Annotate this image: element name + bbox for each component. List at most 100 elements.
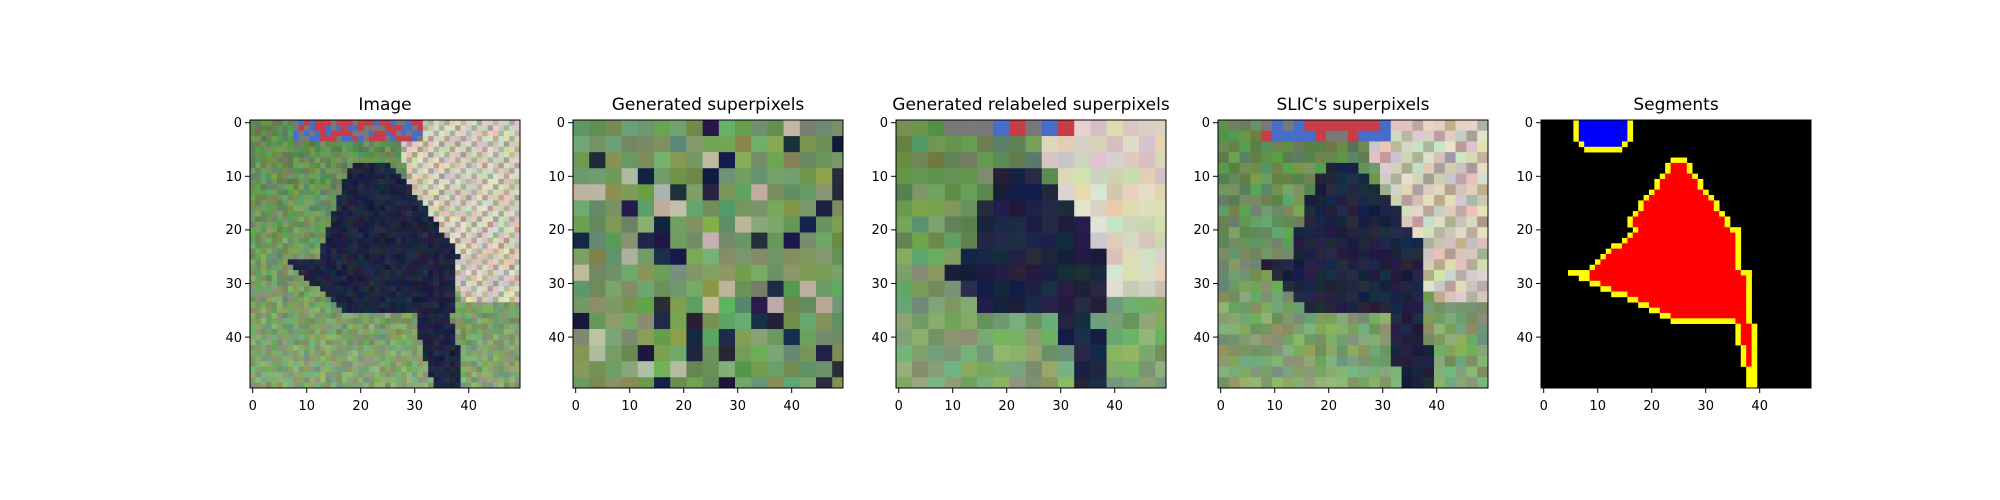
pixel — [740, 237, 747, 244]
pixel — [309, 377, 316, 383]
pixel — [681, 259, 687, 266]
pixel — [654, 254, 660, 260]
pixel — [762, 312, 768, 319]
pixel — [487, 130, 494, 137]
pixel — [583, 173, 590, 180]
pixel — [466, 216, 472, 223]
pixel — [390, 125, 397, 132]
pixel — [282, 162, 289, 169]
pixel — [422, 329, 429, 335]
pixel — [287, 371, 294, 378]
pixel — [460, 361, 467, 367]
pixel — [691, 189, 698, 196]
pixel — [718, 205, 725, 212]
pixel — [439, 264, 445, 271]
pixel — [708, 286, 714, 292]
pixel — [282, 371, 289, 378]
pixel — [503, 200, 510, 207]
pixel — [341, 275, 348, 282]
pixel — [783, 243, 790, 249]
pixel — [605, 227, 612, 233]
pixel — [250, 232, 256, 239]
pixel — [718, 125, 725, 132]
pixel — [449, 286, 456, 292]
pixel — [314, 216, 321, 223]
pixel — [789, 211, 795, 217]
pixel — [385, 334, 391, 341]
pixel — [821, 339, 828, 346]
pixel — [583, 275, 590, 282]
pixel — [643, 366, 649, 373]
pixel — [664, 237, 671, 244]
pixel — [610, 173, 617, 180]
pixel — [374, 254, 380, 260]
pixel — [767, 302, 774, 308]
pixel — [708, 184, 714, 190]
pixel — [810, 280, 817, 287]
pixel — [767, 146, 774, 153]
pixel — [385, 162, 391, 169]
pixel — [621, 205, 628, 212]
pixel — [610, 366, 617, 373]
pixel — [476, 173, 483, 180]
pixel — [358, 227, 364, 233]
pixel — [395, 195, 402, 201]
pixel — [783, 168, 790, 174]
pixel — [675, 345, 682, 351]
pixel — [487, 232, 494, 239]
pixel — [837, 130, 844, 137]
pixel — [772, 339, 779, 346]
pixel — [309, 291, 316, 298]
pixel — [304, 382, 310, 389]
pixel — [772, 168, 779, 174]
pixel — [826, 339, 833, 346]
pixel — [509, 195, 515, 201]
pixel — [503, 205, 510, 212]
pixel — [616, 162, 622, 169]
pixel — [444, 366, 451, 373]
pixel — [816, 377, 822, 383]
pixel — [605, 189, 612, 196]
pixel — [832, 152, 838, 158]
pixel — [390, 168, 397, 174]
pixel — [702, 270, 709, 276]
pixel — [331, 136, 337, 142]
pixel — [412, 141, 418, 148]
pixel — [422, 178, 429, 185]
pixel — [724, 318, 730, 324]
pixel — [826, 237, 833, 244]
pixel — [514, 232, 521, 239]
pixel — [729, 280, 736, 287]
pixel — [621, 339, 628, 346]
pixel — [740, 178, 747, 185]
pixel — [756, 157, 763, 164]
pixel — [751, 350, 757, 357]
x-tick-label: 40 — [460, 399, 477, 414]
pixel — [778, 120, 784, 126]
pixel — [358, 232, 364, 239]
pixel — [762, 162, 768, 169]
pixel — [799, 168, 806, 174]
pixel — [266, 302, 272, 308]
pixel — [610, 345, 617, 351]
pixel — [740, 254, 747, 260]
pixel — [433, 200, 440, 207]
pixel — [320, 371, 326, 378]
pixel — [277, 141, 283, 148]
pixel — [363, 382, 370, 389]
pixel — [282, 291, 289, 298]
pixel — [605, 302, 612, 308]
pixel — [282, 168, 289, 174]
pixel — [632, 243, 639, 249]
pixel — [282, 152, 289, 158]
pixel — [298, 136, 305, 142]
pixel — [740, 120, 747, 126]
pixel — [616, 377, 622, 383]
pixel — [686, 200, 693, 207]
pixel — [368, 189, 375, 196]
pixel — [298, 371, 305, 378]
pixel — [466, 184, 472, 190]
pixel — [713, 205, 720, 212]
pixel — [724, 312, 730, 319]
pixel — [627, 259, 633, 266]
